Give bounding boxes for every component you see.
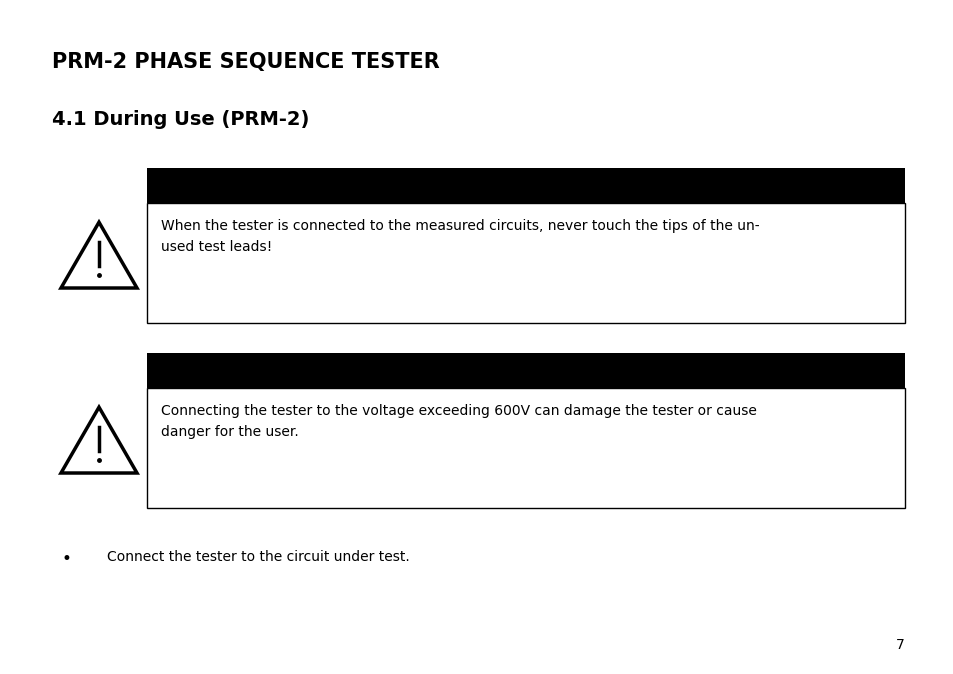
Text: PRM-2 PHASE SEQUENCE TESTER: PRM-2 PHASE SEQUENCE TESTER [52, 52, 439, 72]
Text: 7: 7 [895, 638, 904, 652]
Text: 4.1 During Use (PRM-2): 4.1 During Use (PRM-2) [52, 110, 309, 129]
Text: Connecting the tester to the voltage exceeding 600V can damage the tester or cau: Connecting the tester to the voltage exc… [161, 404, 756, 439]
Polygon shape [61, 407, 137, 473]
Bar [147, 168, 904, 203]
Polygon shape [61, 222, 137, 288]
Bar [147, 203, 904, 323]
Text: •: • [62, 550, 71, 568]
Text: When the tester is connected to the measured circuits, never touch the tips of t: When the tester is connected to the meas… [161, 219, 759, 253]
Bar [147, 388, 904, 508]
Bar [147, 353, 904, 388]
Text: Connect the tester to the circuit under test.: Connect the tester to the circuit under … [107, 550, 410, 564]
